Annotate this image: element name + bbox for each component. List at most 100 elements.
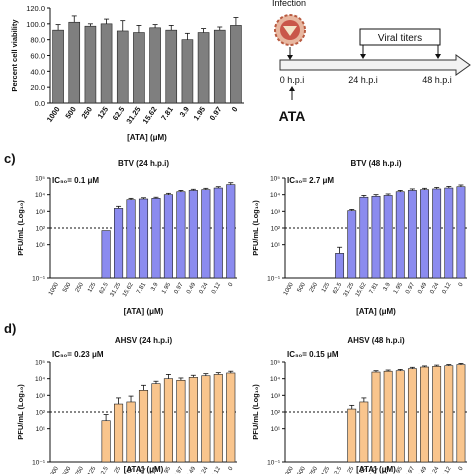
bar (395, 191, 405, 279)
bar (163, 194, 173, 279)
x-tick-label: 0.24 (199, 465, 210, 474)
y-tick-label: 80.0 (30, 36, 45, 45)
x-tick-label: 15.62 (355, 281, 368, 298)
bar (100, 23, 113, 104)
bar (432, 366, 442, 463)
ahsv-24h-chart: 10⁻¹ 10¹ 10² 10³ 10⁴ 10⁵ 100050025012562.531.2… (16, 336, 237, 474)
bar (101, 230, 111, 279)
x-tick-label: 0 (230, 105, 240, 114)
x-tick-label: 0.12 (441, 281, 452, 295)
x-tick-label: 62.5 (99, 281, 110, 295)
x-tick-label: 0.49 (417, 465, 428, 474)
x-tick-label: 31.25 (110, 465, 123, 474)
bar (359, 196, 369, 279)
bar (133, 32, 145, 104)
x-tick-label: 1.95 (161, 281, 172, 295)
bar (407, 368, 417, 463)
bar (226, 184, 236, 279)
x-tick-label: 125 (321, 465, 332, 474)
x-tick-label: 7.81 (369, 465, 380, 474)
bar (151, 383, 161, 463)
x-tick-label: 0.12 (211, 281, 222, 295)
x-tick-label: 3.9 (382, 465, 392, 474)
y-tick-label: 10¹ (36, 242, 46, 249)
x-tick-label: 0.97 (174, 281, 185, 295)
x-axis-label: [ATA] (μM) (356, 307, 396, 316)
bar (230, 25, 242, 104)
y-tick-label: 10⁻¹ (267, 460, 281, 467)
y-tick-label: 10⁴ (35, 192, 45, 199)
x-tick-label: 1.95 (393, 465, 404, 474)
y-tick-label: 10² (271, 226, 281, 233)
chart-title: BTV (48 h.p.i) (350, 159, 401, 168)
y-tick-label: 10² (271, 410, 281, 417)
y-tick-label: 10³ (36, 393, 46, 400)
bar (395, 370, 405, 463)
x-tick-label: 15.62 (122, 281, 135, 298)
x-axis-label: [ATA] (μM) (124, 465, 164, 474)
x-tick-label: 500 (297, 281, 308, 293)
x-tick-label: 1000 (45, 105, 62, 124)
x-tick-label: 250 (80, 105, 95, 120)
y-tick-label: 10⁴ (270, 376, 280, 383)
x-tick-label: 1000 (283, 281, 295, 296)
y-tick-label: 10⁵ (270, 176, 280, 183)
bar (101, 420, 111, 463)
btv-24h-chart: 10⁻¹ 10¹ 10² 10³ 10⁴ 10⁵ 1000 500 250 125 62.5 31.2… (16, 159, 237, 316)
y-axis-label: Percent cell viability (10, 19, 19, 92)
bar (359, 401, 369, 463)
bar (213, 29, 226, 104)
x-tick-label: 7.81 (369, 281, 380, 295)
bar (213, 187, 223, 279)
infection-label: Infection (272, 0, 306, 8)
bar (347, 210, 357, 279)
x-tick-label: 125 (87, 281, 98, 293)
bar (432, 188, 442, 279)
x-tick-label: 0.12 (211, 465, 222, 474)
x-tick-label: 500 (63, 105, 78, 120)
x-tick-label: 31.25 (124, 105, 142, 126)
x-tick-label: 0.24 (429, 465, 440, 474)
y-tick-label: 0.0 (35, 99, 45, 108)
bar (371, 371, 381, 463)
ic50-label: IC₅₀= 0.15 μM (287, 350, 339, 359)
bar (68, 21, 81, 104)
bar (201, 375, 211, 463)
bar (181, 39, 194, 104)
x-tick-label: 125 (96, 105, 111, 120)
y-tick-label: 10¹ (271, 426, 281, 433)
drug-label: ATA (279, 108, 306, 124)
x-tick-label: 250 (75, 281, 86, 293)
bar (116, 30, 129, 104)
x-tick-label: 250 (309, 465, 320, 474)
bar (138, 390, 149, 463)
x-tick-label: 500 (297, 465, 308, 474)
y-tick-label: 10⁻¹ (267, 276, 281, 283)
chart-title: AHSV (24 h.p.i) (115, 336, 173, 345)
x-tick-label: 1.95 (161, 465, 172, 474)
bar (456, 186, 466, 279)
x-tick-label: 3.9 (382, 281, 392, 292)
bar (114, 403, 124, 463)
x-tick-label: 0.97 (405, 281, 416, 295)
y-tick-label: 10⁴ (270, 192, 280, 199)
x-tick-label: 62.5 (332, 465, 343, 474)
bar (197, 32, 210, 104)
x-tick-label: 62.5 (332, 281, 343, 295)
y-tick-label: 10³ (271, 209, 281, 216)
bar (383, 195, 393, 279)
y-tick-label: 20.0 (30, 83, 45, 92)
x-tick-label: 0.97 (208, 105, 224, 122)
bar (371, 195, 381, 279)
bar (126, 199, 136, 279)
x-axis-label: [ATA] (μM) (356, 465, 396, 474)
x-tick-label: 3.9 (150, 465, 160, 474)
x-tick-label: 1000 (48, 465, 60, 474)
bar (226, 372, 236, 463)
time-label-0: 0 h.p.i (280, 75, 305, 85)
bar (420, 366, 429, 463)
y-tick-label: 10² (36, 410, 46, 417)
x-axis-label: [ATA] (μM) (127, 133, 167, 142)
